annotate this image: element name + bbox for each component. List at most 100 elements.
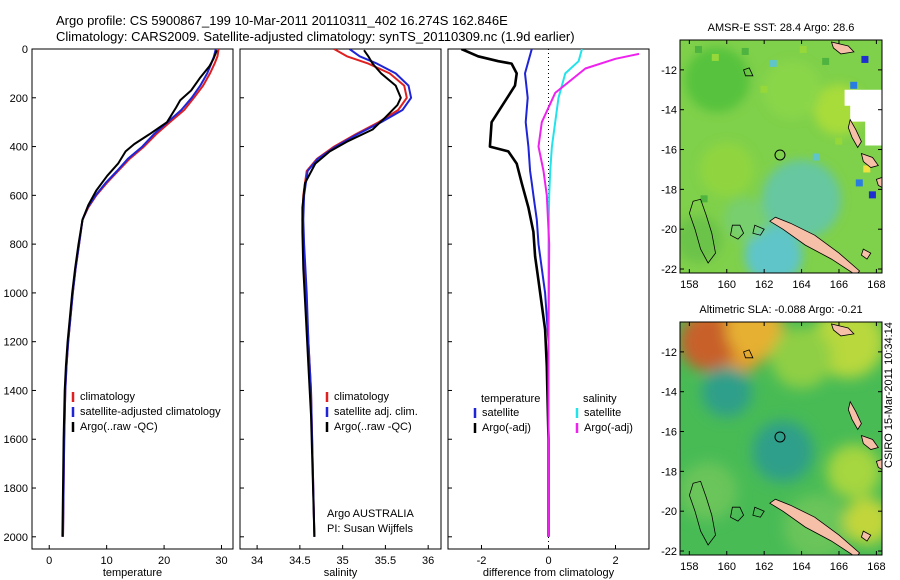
island-shape bbox=[875, 176, 882, 188]
reef-outline bbox=[752, 224, 765, 236]
figure-title: Argo profile: CS 5900867_199 10-Mar-2011… bbox=[56, 13, 575, 45]
field-blob bbox=[770, 327, 833, 389]
series-group bbox=[301, 49, 413, 537]
map-frame bbox=[679, 39, 883, 274]
field-pixel bbox=[850, 81, 858, 89]
annotation-line: PI: Susan Wijffels bbox=[327, 523, 413, 535]
title-line-2: Climatology: CARS2009. Satellite-adjuste… bbox=[56, 29, 575, 44]
reef-outline bbox=[688, 480, 716, 546]
field-pixel bbox=[863, 165, 871, 173]
reef-outline bbox=[743, 349, 754, 359]
island-shape bbox=[860, 530, 872, 542]
x-tick-label: 158 bbox=[680, 561, 698, 573]
x-tick-label: 160 bbox=[718, 561, 736, 573]
y-tick-label: 1800 bbox=[4, 483, 28, 495]
field-pixel bbox=[835, 137, 843, 145]
field-blob bbox=[761, 159, 842, 239]
x-axis-label: difference from climatology bbox=[483, 567, 615, 579]
field-pixel bbox=[822, 57, 830, 65]
map-field bbox=[680, 322, 882, 555]
field-blob bbox=[763, 60, 822, 119]
profile-panel-1: 34 34.5 35 35.5 36 salinity climatology satelli… bbox=[239, 48, 442, 579]
island-shape bbox=[860, 248, 872, 260]
series-line-blue bbox=[524, 49, 550, 537]
x-tick-label: 158 bbox=[680, 279, 698, 291]
x-tick-label: 0 bbox=[46, 555, 52, 567]
field-blob bbox=[680, 215, 723, 263]
field-pixel bbox=[855, 179, 863, 187]
series-group bbox=[460, 49, 640, 549]
y-tick-label: -16 bbox=[661, 427, 677, 439]
reef-outline bbox=[730, 506, 745, 522]
y-tick-label: 1200 bbox=[4, 337, 28, 349]
plot-frame bbox=[31, 48, 234, 550]
island-shape bbox=[860, 152, 879, 168]
y-tick-label: 0 bbox=[22, 44, 28, 56]
field-blob bbox=[826, 444, 881, 499]
field-pixels bbox=[694, 45, 882, 203]
y-tick-label: 800 bbox=[10, 239, 28, 251]
x-tick-label: 166 bbox=[830, 561, 848, 573]
y-tick-label: -22 bbox=[661, 546, 677, 558]
map-title: AMSR-E SST: 28.4 Argo: 28.6 bbox=[708, 22, 855, 34]
y-tick-label: 2000 bbox=[4, 532, 28, 544]
x-tick-label: 166 bbox=[830, 279, 848, 291]
y-tick-label: 600 bbox=[10, 190, 28, 202]
x-tick-label: 36 bbox=[422, 555, 434, 567]
y-tick-label: -14 bbox=[661, 387, 677, 399]
island-shape bbox=[847, 400, 862, 431]
argo-position-marker bbox=[774, 431, 786, 443]
legend-label: Argo(..raw -QC) bbox=[334, 421, 412, 433]
reef-outline bbox=[688, 198, 716, 264]
y-tick-label: -20 bbox=[661, 506, 677, 518]
series-line-magenta bbox=[537, 52, 640, 537]
field-blob bbox=[680, 322, 737, 371]
legend-label: Argo(..raw -QC) bbox=[80, 421, 158, 433]
series-group bbox=[61, 49, 220, 537]
reef-outline bbox=[730, 224, 745, 240]
island-shape bbox=[875, 458, 882, 470]
y-tick-label: -12 bbox=[661, 65, 677, 77]
x-tick-label: 2 bbox=[612, 555, 618, 567]
map-panel-0: AMSR-E SST: 28.4 Argo: 28.6 158 160 162 164 1… bbox=[661, 22, 885, 291]
y-tick-label: 200 bbox=[10, 93, 28, 105]
legend-label: satellite bbox=[584, 407, 621, 419]
field-pixel bbox=[700, 195, 708, 203]
field-pixel bbox=[868, 191, 876, 199]
x-tick-label: 20 bbox=[158, 555, 170, 567]
field-blob bbox=[723, 197, 768, 241]
map-field bbox=[680, 40, 882, 273]
field-pixel bbox=[760, 85, 768, 93]
legend-header: temperature bbox=[481, 393, 540, 405]
field-blob bbox=[752, 420, 814, 483]
field-blob bbox=[701, 366, 752, 417]
field-blob bbox=[685, 47, 750, 113]
x-tick-label: 162 bbox=[755, 561, 773, 573]
field-blob bbox=[843, 497, 882, 545]
field-pixel bbox=[711, 53, 719, 61]
x-tick-label: 35.5 bbox=[375, 555, 396, 567]
y-tick-label: -12 bbox=[661, 347, 677, 359]
island-shape bbox=[847, 118, 862, 149]
legend-label: climatology bbox=[334, 391, 390, 403]
field-pixel bbox=[812, 153, 820, 161]
x-tick-label: 0 bbox=[545, 555, 551, 567]
x-tick-label: 10 bbox=[101, 555, 113, 567]
y-tick-label: -18 bbox=[661, 184, 677, 196]
field-pixel bbox=[769, 59, 777, 67]
missing-data-area bbox=[844, 89, 882, 146]
map-title: Altimetric SLA: -0.088 Argo: -0.21 bbox=[699, 304, 862, 316]
legend-label: Argo(-adj) bbox=[584, 422, 633, 434]
field-pixel bbox=[741, 47, 749, 55]
y-tick-label: -20 bbox=[661, 224, 677, 236]
x-tick-label: 162 bbox=[755, 279, 773, 291]
field-blob bbox=[680, 462, 737, 521]
title-line-1: Argo profile: CS 5900867_199 10-Mar-2011… bbox=[56, 13, 508, 28]
y-tick-label: -22 bbox=[661, 264, 677, 276]
legend-header: salinity bbox=[583, 393, 617, 405]
series-line-black bbox=[61, 49, 218, 537]
y-tick-label: 400 bbox=[10, 142, 28, 154]
island-shape bbox=[769, 216, 861, 273]
reef-outline bbox=[743, 67, 754, 77]
